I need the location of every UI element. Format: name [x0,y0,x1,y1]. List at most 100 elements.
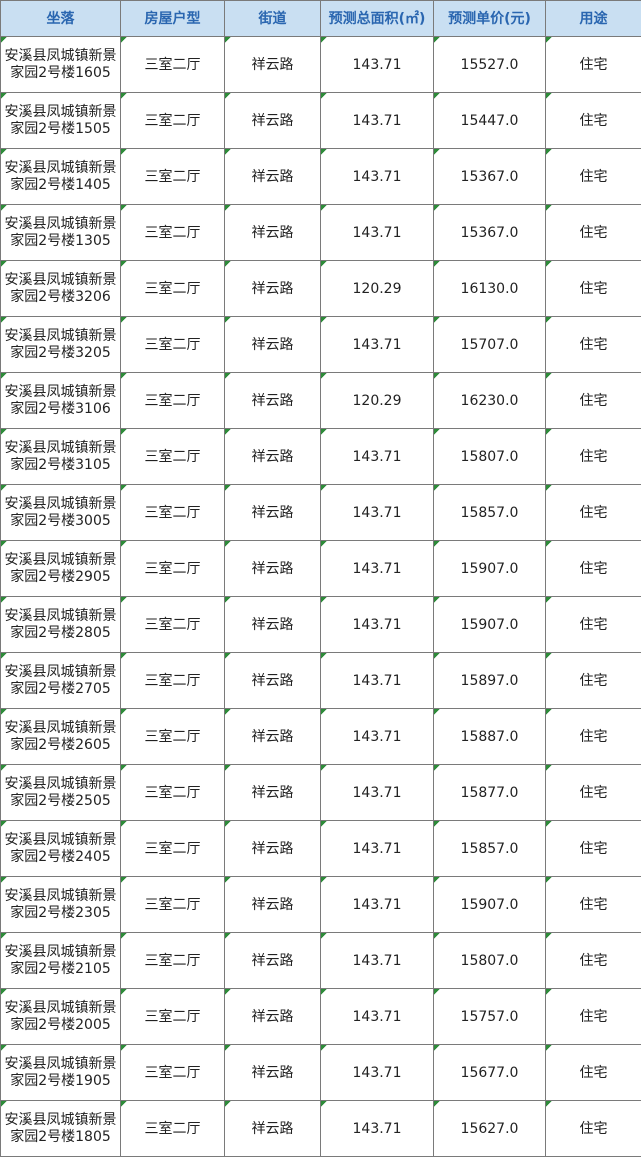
table-cell: 三室二厅 [120,148,225,205]
table-row: 安溪县凤城镇新景家园2号楼1605 三室二厅 祥云路 143.71 15527.0 住宅 [0,36,641,93]
table-cell: 三室二厅 [120,92,225,149]
column-header: 预测总面积(㎡) [320,0,434,37]
table-cell: 15527.0 [433,36,546,93]
table-cell: 安溪县凤城镇新景家园2号楼1305 [0,204,121,261]
table-cell: 143.71 [320,596,434,653]
table-cell: 143.71 [320,540,434,597]
table-cell: 住宅 [545,764,641,821]
table-cell: 15907.0 [433,876,546,933]
column-header: 预测单价(元) [433,0,546,37]
table-cell: 祥云路 [224,540,321,597]
table-row: 安溪县凤城镇新景家园2号楼2105 三室二厅 祥云路 143.71 15807.0 住宅 [0,932,641,989]
table-cell: 三室二厅 [120,1044,225,1101]
table-cell: 143.71 [320,764,434,821]
table-cell: 安溪县凤城镇新景家园2号楼2605 [0,708,121,765]
table-row: 安溪县凤城镇新景家园2号楼2505 三室二厅 祥云路 143.71 15877.0 住宅 [0,764,641,821]
table-cell: 15807.0 [433,932,546,989]
table-cell: 住宅 [545,316,641,373]
table-cell: 住宅 [545,1100,641,1157]
table-cell: 安溪县凤城镇新景家园2号楼1905 [0,1044,121,1101]
table-cell: 安溪县凤城镇新景家园2号楼1805 [0,1100,121,1157]
table-cell: 住宅 [545,428,641,485]
table-cell: 15907.0 [433,596,546,653]
table-cell: 143.71 [320,1100,434,1157]
table-cell: 16130.0 [433,260,546,317]
table-cell: 住宅 [545,876,641,933]
table-cell: 祥云路 [224,148,321,205]
table-cell: 143.71 [320,820,434,877]
table-cell: 143.71 [320,708,434,765]
table-cell: 安溪县凤城镇新景家园2号楼3205 [0,316,121,373]
table-row: 安溪县凤城镇新景家园2号楼3005 三室二厅 祥云路 143.71 15857.0 住宅 [0,484,641,541]
table-cell: 三室二厅 [120,988,225,1045]
table-cell: 15367.0 [433,204,546,261]
table-cell: 住宅 [545,92,641,149]
table-row: 安溪县凤城镇新景家园2号楼2405 三室二厅 祥云路 143.71 15857.0 住宅 [0,820,641,877]
table-cell: 住宅 [545,988,641,1045]
table-cell: 15707.0 [433,316,546,373]
table-cell: 三室二厅 [120,260,225,317]
table-cell: 15757.0 [433,988,546,1045]
table-cell: 安溪县凤城镇新景家园2号楼1605 [0,36,121,93]
table-cell: 三室二厅 [120,36,225,93]
table-cell: 120.29 [320,260,434,317]
table-cell: 安溪县凤城镇新景家园2号楼1505 [0,92,121,149]
header-row: 坐落 房屋户型 街道 预测总面积(㎡) 预测单价(元) 用途 [0,0,641,37]
column-header: 街道 [224,0,321,37]
table-body: 安溪县凤城镇新景家园2号楼1605 三室二厅 祥云路 143.71 15527.0 住宅安… [0,36,641,1157]
table-cell: 住宅 [545,148,641,205]
table-cell: 祥云路 [224,1100,321,1157]
column-header: 房屋户型 [120,0,225,37]
table-cell: 住宅 [545,204,641,261]
table-row: 安溪县凤城镇新景家园2号楼1405 三室二厅 祥云路 143.71 15367.0 住宅 [0,148,641,205]
table-cell: 安溪县凤城镇新景家园2号楼2005 [0,988,121,1045]
table-row: 安溪县凤城镇新景家园2号楼2305 三室二厅 祥云路 143.71 15907.0 住宅 [0,876,641,933]
table-cell: 15897.0 [433,652,546,709]
table-row: 安溪县凤城镇新景家园2号楼1805 三室二厅 祥云路 143.71 15627.0 住宅 [0,1100,641,1157]
table-row: 安溪县凤城镇新景家园2号楼2005 三室二厅 祥云路 143.71 15757.0 住宅 [0,988,641,1045]
table-cell: 16230.0 [433,372,546,429]
table-cell: 15877.0 [433,764,546,821]
table-cell: 祥云路 [224,764,321,821]
table-cell: 三室二厅 [120,1100,225,1157]
table-cell: 15677.0 [433,1044,546,1101]
table-row: 安溪县凤城镇新景家园2号楼1905 三室二厅 祥云路 143.71 15677.0 住宅 [0,1044,641,1101]
table-cell: 15887.0 [433,708,546,765]
table-cell: 15627.0 [433,1100,546,1157]
table-row: 安溪县凤城镇新景家园2号楼3206 三室二厅 祥云路 120.29 16130.0 住宅 [0,260,641,317]
table-cell: 安溪县凤城镇新景家园2号楼3206 [0,260,121,317]
table-cell: 安溪县凤城镇新景家园2号楼3005 [0,484,121,541]
table-cell: 祥云路 [224,820,321,877]
table-cell: 143.71 [320,652,434,709]
table-cell: 住宅 [545,820,641,877]
table-cell: 安溪县凤城镇新景家园2号楼2805 [0,596,121,653]
table-cell: 住宅 [545,484,641,541]
table-row: 安溪县凤城镇新景家园2号楼2605 三室二厅 祥云路 143.71 15887.0 住宅 [0,708,641,765]
table-cell: 三室二厅 [120,540,225,597]
table-cell: 143.71 [320,148,434,205]
table-cell: 143.71 [320,484,434,541]
table-cell: 住宅 [545,708,641,765]
table-cell: 祥云路 [224,596,321,653]
table-cell: 住宅 [545,932,641,989]
table-cell: 安溪县凤城镇新景家园2号楼3106 [0,372,121,429]
table-cell: 住宅 [545,36,641,93]
table-row: 安溪县凤城镇新景家园2号楼2905 三室二厅 祥云路 143.71 15907.0 住宅 [0,540,641,597]
table-cell: 住宅 [545,372,641,429]
table-cell: 祥云路 [224,260,321,317]
table-cell: 祥云路 [224,36,321,93]
table-cell: 住宅 [545,540,641,597]
table-cell: 三室二厅 [120,204,225,261]
table-cell: 三室二厅 [120,372,225,429]
table-row: 安溪县凤城镇新景家园2号楼2805 三室二厅 祥云路 143.71 15907.0 住宅 [0,596,641,653]
table-cell: 安溪县凤城镇新景家园2号楼2405 [0,820,121,877]
table-cell: 143.71 [320,988,434,1045]
table-cell: 15367.0 [433,148,546,205]
table-cell: 143.71 [320,876,434,933]
table-cell: 143.71 [320,932,434,989]
table-cell: 住宅 [545,596,641,653]
table-cell: 三室二厅 [120,708,225,765]
table-cell: 住宅 [545,652,641,709]
table-cell: 15857.0 [433,820,546,877]
